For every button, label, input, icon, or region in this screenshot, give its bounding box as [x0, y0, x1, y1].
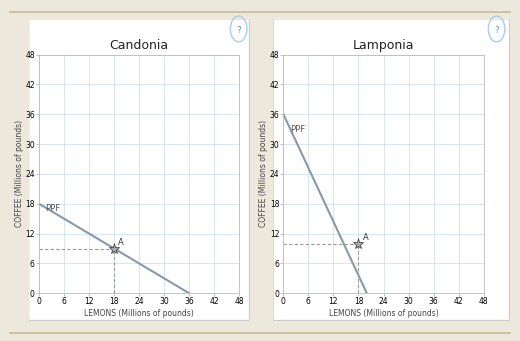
- Text: A: A: [118, 238, 124, 247]
- Text: ?: ?: [494, 26, 499, 35]
- FancyBboxPatch shape: [273, 19, 510, 321]
- Text: PPF: PPF: [290, 125, 305, 134]
- Title: Lamponia: Lamponia: [353, 39, 414, 52]
- FancyBboxPatch shape: [29, 19, 250, 321]
- Y-axis label: COFFEE (Millions of pounds): COFFEE (Millions of pounds): [259, 120, 268, 227]
- X-axis label: LEMONS (Millions of pounds): LEMONS (Millions of pounds): [84, 309, 194, 318]
- Y-axis label: COFFEE (Millions of pounds): COFFEE (Millions of pounds): [15, 120, 24, 227]
- Text: ?: ?: [236, 26, 241, 35]
- Title: Candonia: Candonia: [110, 39, 168, 52]
- X-axis label: LEMONS (Millions of pounds): LEMONS (Millions of pounds): [329, 309, 438, 318]
- Text: A: A: [362, 233, 368, 241]
- Text: PPF: PPF: [45, 204, 60, 213]
